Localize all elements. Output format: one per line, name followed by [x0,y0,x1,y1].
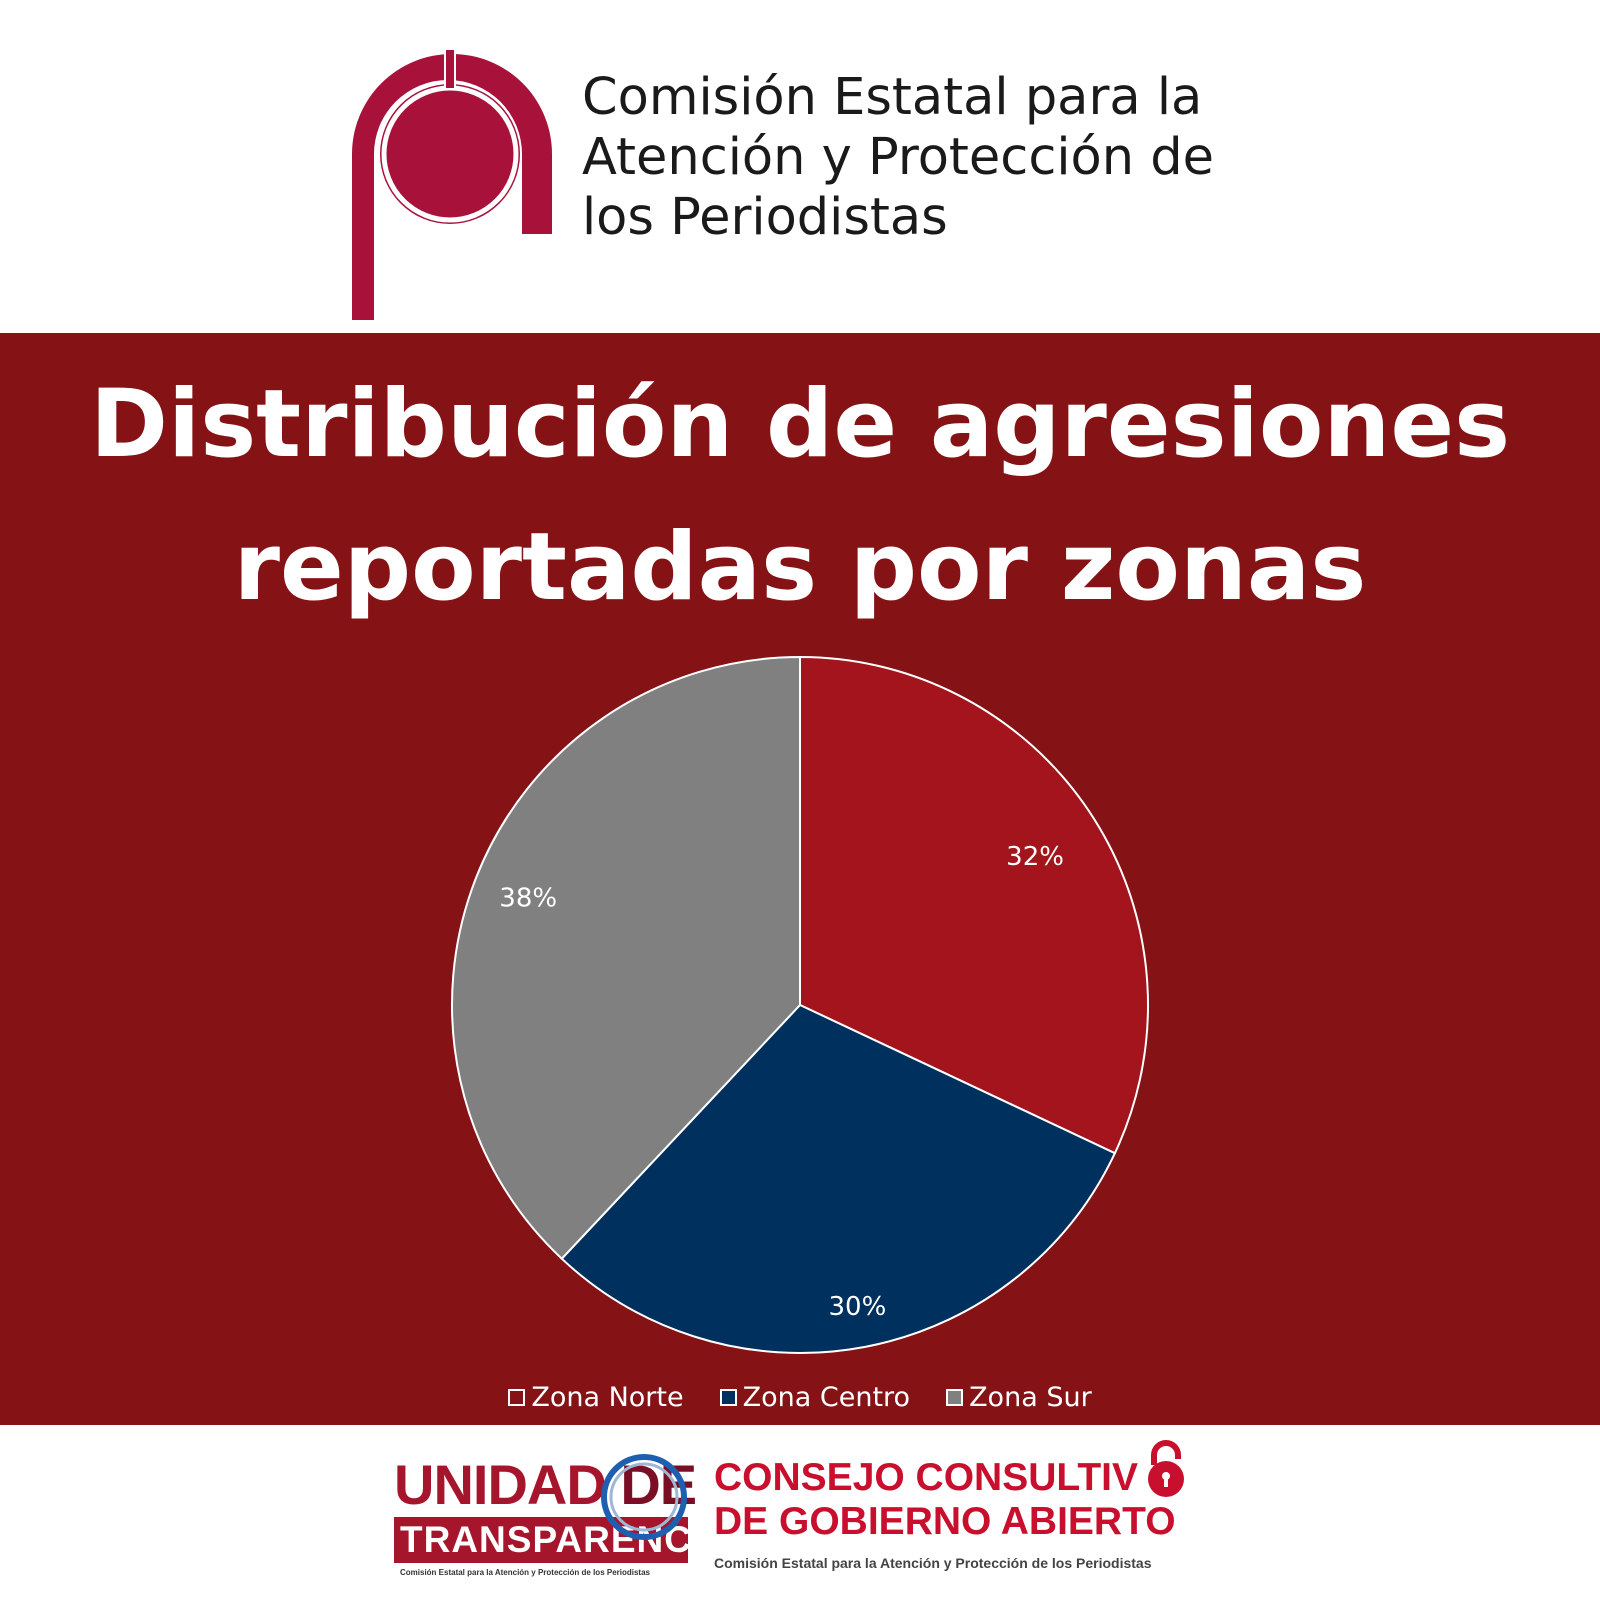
pie-label-zona-sur: 38% [499,883,557,913]
ut-subtitle: Comisión Estatal para la Atención y Prot… [400,1568,650,1577]
pie-slice-zona-centro [560,1003,1117,1354]
cc-line-1: CONSEJO CONSULTIV [714,1456,1138,1499]
legend-swatch-zona-sur [946,1388,964,1406]
legend-swatch-zona-centro [719,1388,737,1406]
chart-legend: Zona Norte Zona Centro Zona Sur [0,1377,1600,1417]
chart-title: Distribución de agresiones reportadas po… [0,353,1600,639]
org-name-line-2: Atención y Protección de [582,128,1215,187]
chart-title-line-1: Distribución de agresiones [89,370,1511,479]
cepp-logo-icon [352,42,552,320]
chart-panel: 32% 30% 38% Distribución de agresiones rep… [0,333,1600,1425]
consejo-consultivo-logo: CONSEJO CONSULTIV DE GOBIERNO ABIERTO Co… [714,1455,1194,1585]
chart-title-line-2: reportadas por zonas [233,513,1367,622]
legend-label-zona-centro: Zona Centro [742,1381,911,1413]
org-name-line-3: los Periodistas [582,188,948,247]
pie-chart: 32% 30% 38% [451,655,1149,1354]
ut-word-unidad: UNIDAD [394,1453,607,1516]
legend-label-zona-sur: Zona Sur [969,1381,1092,1413]
pie-slice-zona-sur [451,655,801,1261]
header: Comisión Estatal para la Atención y Prot… [0,0,1600,333]
magnifier-icon [601,1454,687,1540]
legend-swatch-zona-norte [508,1388,526,1406]
legend-label-zona-norte: Zona Norte [531,1381,684,1413]
pie-label-zona-centro: 30% [828,1292,886,1322]
footer: UNIDAD DE TRANSPARENCIA Comisión Estatal… [0,1425,1600,1600]
legend-item-zona-norte: Zona Norte [508,1381,684,1413]
cc-line-3: Comisión Estatal para la Atención y Prot… [714,1555,1152,1571]
pie-slice-zona-norte [799,655,1149,1155]
org-name-line-1: Comisión Estatal para la [582,68,1203,127]
cc-line-2: DE GOBIERNO ABIERTO [714,1500,1176,1543]
padlock-icon [1148,1440,1184,1497]
legend-item-zona-sur: Zona Sur [946,1382,1092,1413]
legend-item-zona-centro: Zona Centro [719,1381,911,1413]
org-name: Comisión Estatal para la Atención y Prot… [582,68,1282,248]
pie-label-zona-norte: 32% [1006,842,1064,872]
